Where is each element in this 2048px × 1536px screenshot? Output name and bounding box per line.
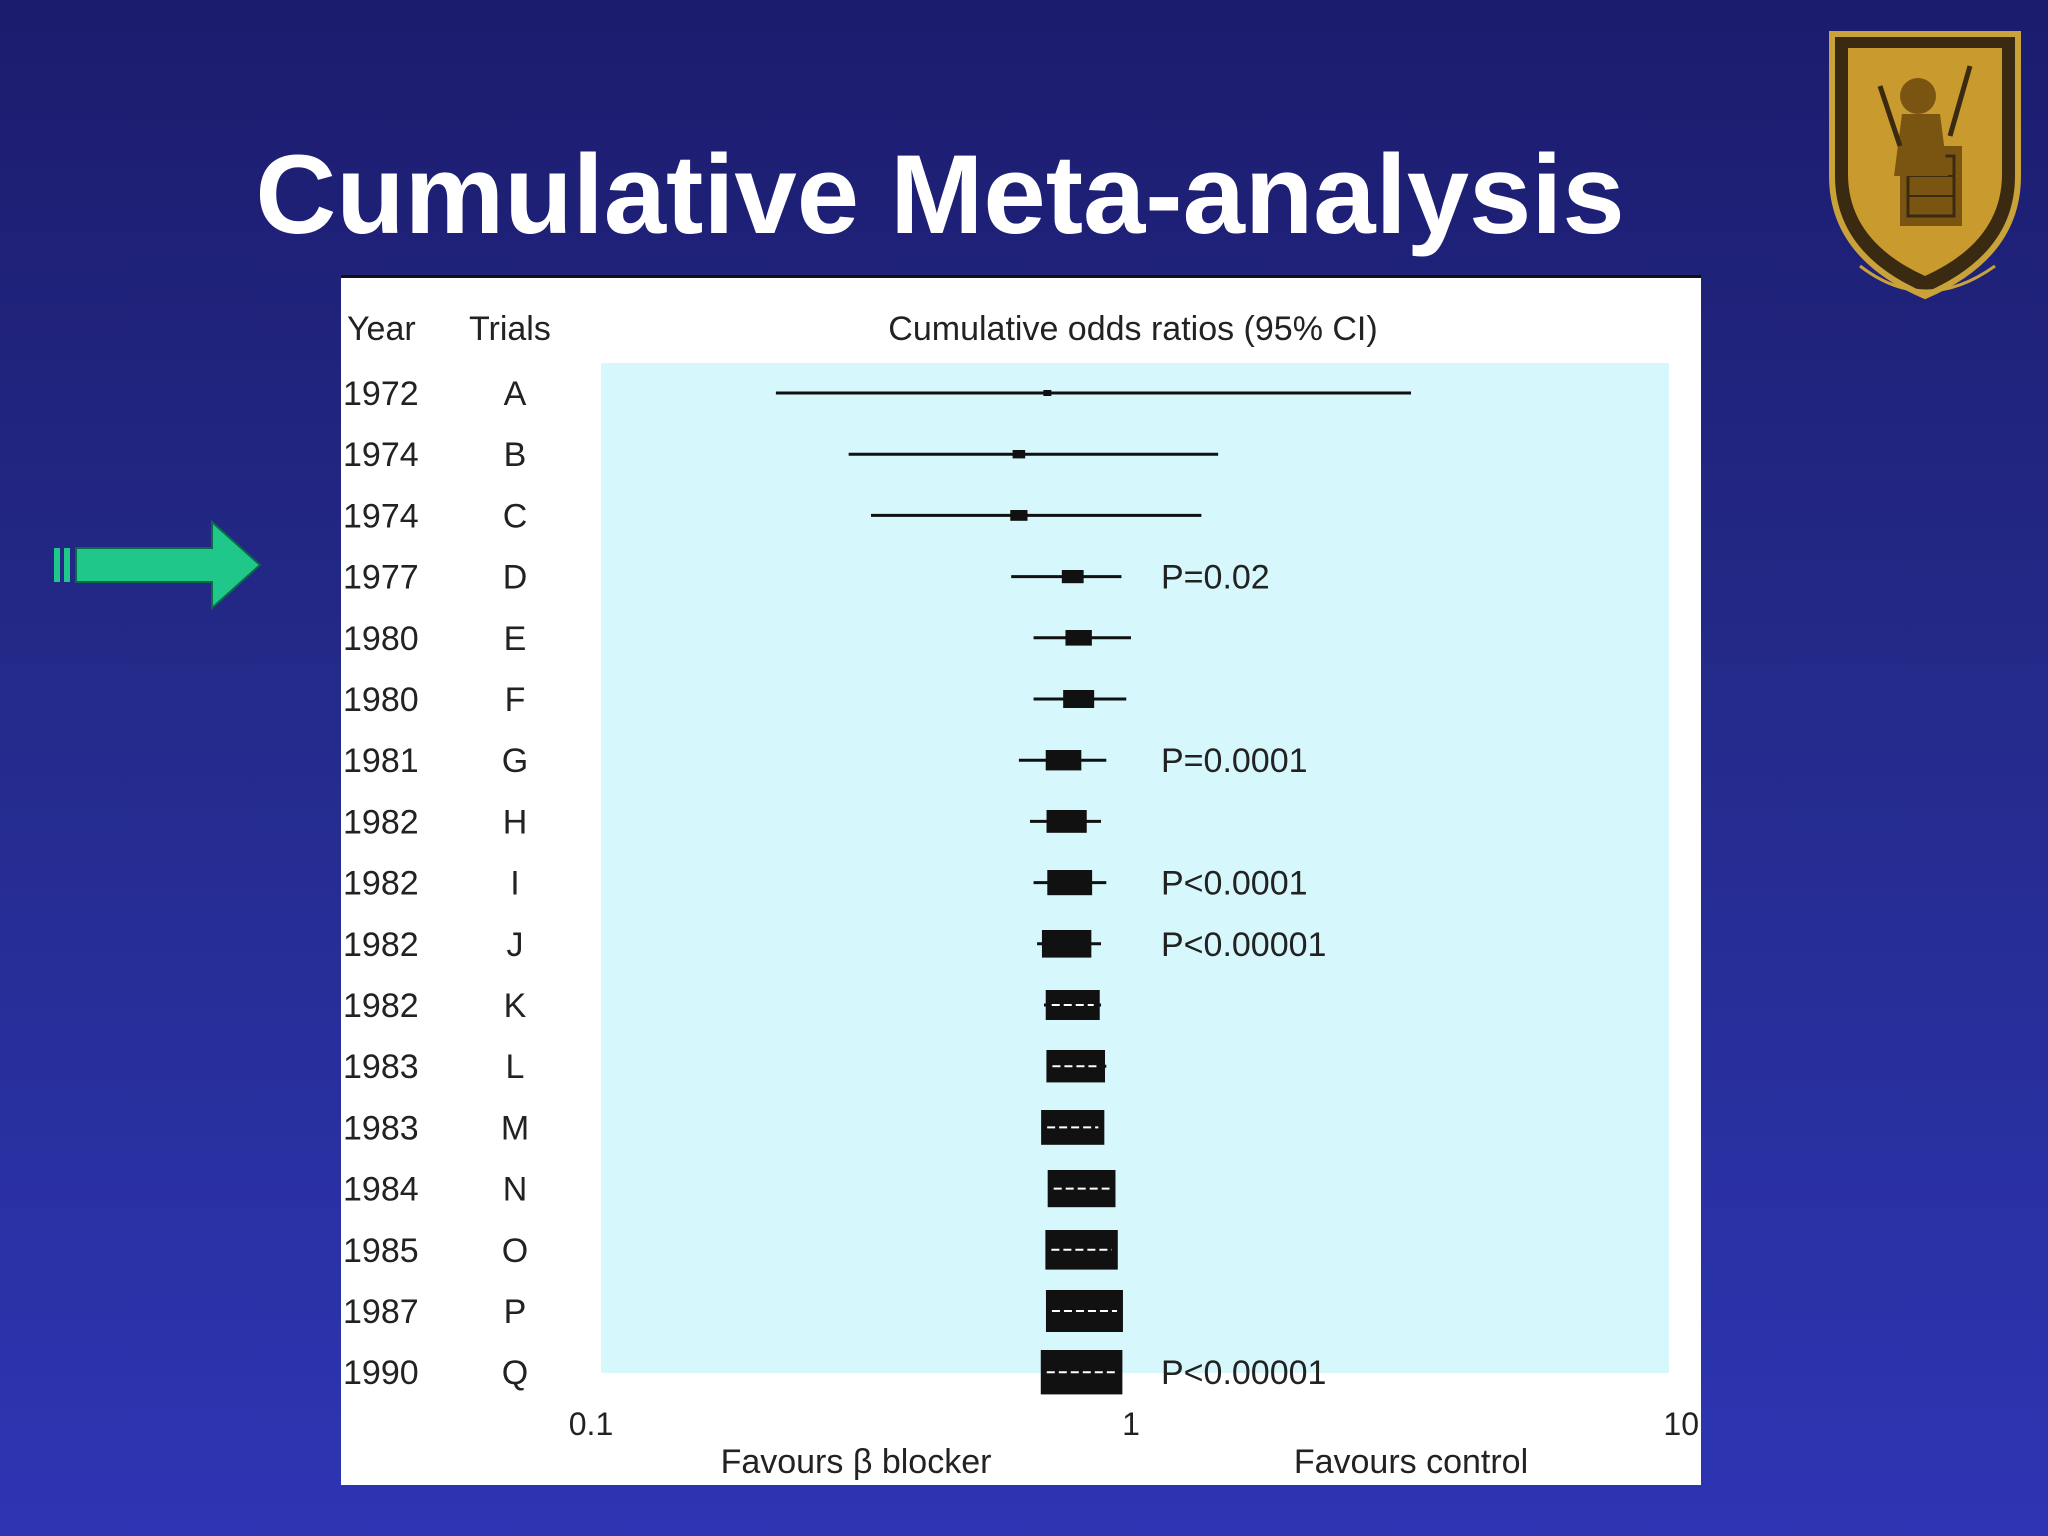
row-year: 1982	[343, 987, 419, 1025]
row-trial: I	[510, 865, 519, 903]
row-year: 1985	[343, 1232, 419, 1270]
row-year: 1987	[343, 1293, 419, 1331]
row-trial: O	[502, 1232, 528, 1270]
row-year: 1990	[343, 1354, 419, 1392]
odds-ratio-marker	[1043, 390, 1052, 396]
university-logo	[1829, 31, 2021, 300]
trials-column-header: Trials	[469, 310, 551, 348]
row-trial: N	[503, 1171, 528, 1209]
row-trial: H	[503, 803, 528, 841]
row-year: 1972	[343, 375, 419, 413]
row-trial: E	[504, 620, 527, 658]
forest-row: 1974 C	[343, 497, 1202, 535]
row-year: 1982	[343, 803, 419, 841]
row-trial: M	[501, 1109, 529, 1147]
odds-ratio-marker	[1047, 870, 1093, 896]
row-year: 1980	[343, 620, 419, 658]
odds-ratio-marker	[1063, 690, 1095, 708]
row-year: 1983	[343, 1048, 419, 1086]
forest-row: 1983 M	[343, 1109, 1105, 1147]
forest-row: 1980 F	[343, 681, 1127, 719]
row-year: 1982	[343, 926, 419, 964]
forest-row: 1981 G P=0.0001	[343, 742, 1308, 780]
p-value-label: P<0.00001	[1161, 926, 1326, 964]
odds-ratio-marker	[1065, 630, 1092, 646]
chart-title: Cumulative odds ratios (95% CI)	[888, 310, 1377, 348]
odds-ratio-marker	[1046, 810, 1087, 833]
forest-row: 1982 K	[343, 987, 1102, 1025]
forest-row: 1982 J P<0.00001	[343, 926, 1326, 964]
year-column-header: Year	[347, 310, 416, 348]
forest-row: 1984 N	[343, 1170, 1116, 1209]
row-year: 1980	[343, 681, 419, 719]
row-trial: F	[505, 681, 526, 719]
odds-ratio-marker	[1045, 750, 1082, 771]
row-year: 1982	[343, 865, 419, 903]
row-year: 1977	[343, 559, 419, 597]
x-tick-label: 0.1	[569, 1406, 613, 1442]
row-trial: G	[502, 742, 528, 780]
forest-row: 1983 L	[343, 1048, 1107, 1086]
row-year: 1981	[343, 742, 419, 780]
row-year: 1974	[343, 436, 419, 474]
row-trial: J	[507, 926, 524, 964]
forest-row: 1990 Q P<0.00001	[343, 1350, 1326, 1395]
p-value-label: P=0.0001	[1161, 742, 1308, 780]
chart-top-border	[341, 275, 1701, 278]
forest-row: 1974 B	[343, 436, 1219, 474]
forest-row: 1982 H	[343, 803, 1102, 841]
favours-beta-blocker-label: Favours β blocker	[721, 1443, 992, 1481]
row-year: 1984	[343, 1171, 419, 1209]
forest-plot-chart: Year Trials Cumulative odds ratios (95% …	[341, 275, 1701, 1485]
forest-row: 1982 I P<0.0001	[343, 865, 1308, 903]
forest-row: 1987 P	[343, 1290, 1123, 1332]
plot-area	[601, 363, 1669, 1373]
odds-ratio-marker	[1012, 450, 1026, 459]
row-trial: L	[506, 1048, 525, 1086]
row-year: 1974	[343, 497, 419, 535]
odds-ratio-marker	[1061, 570, 1084, 584]
row-trial: A	[504, 375, 527, 413]
right-arrow-icon	[54, 520, 262, 610]
forest-row: 1977 D P=0.02	[343, 559, 1270, 597]
row-trial: Q	[502, 1354, 528, 1392]
x-tick-label: 1	[1122, 1406, 1140, 1442]
forest-row: 1985 O	[343, 1230, 1118, 1270]
row-trial: P	[504, 1293, 527, 1331]
forest-row: 1980 E	[343, 620, 1131, 658]
row-trial: K	[504, 987, 527, 1025]
x-tick-label: 10	[1663, 1406, 1699, 1442]
row-trial: D	[503, 559, 528, 597]
row-trial: B	[504, 436, 527, 474]
odds-ratio-marker	[1041, 930, 1092, 958]
odds-ratio-marker	[1010, 510, 1028, 521]
forest-row: 1972 A	[343, 375, 1411, 413]
p-value-label: P=0.02	[1161, 559, 1270, 597]
row-year: 1983	[343, 1109, 419, 1147]
row-trial: C	[503, 497, 528, 535]
p-value-label: P<0.00001	[1161, 1354, 1326, 1392]
p-value-label: P<0.0001	[1161, 865, 1308, 903]
slide-title: Cumulative Meta-analysis	[255, 132, 1625, 257]
favours-control-label: Favours control	[1294, 1443, 1528, 1481]
